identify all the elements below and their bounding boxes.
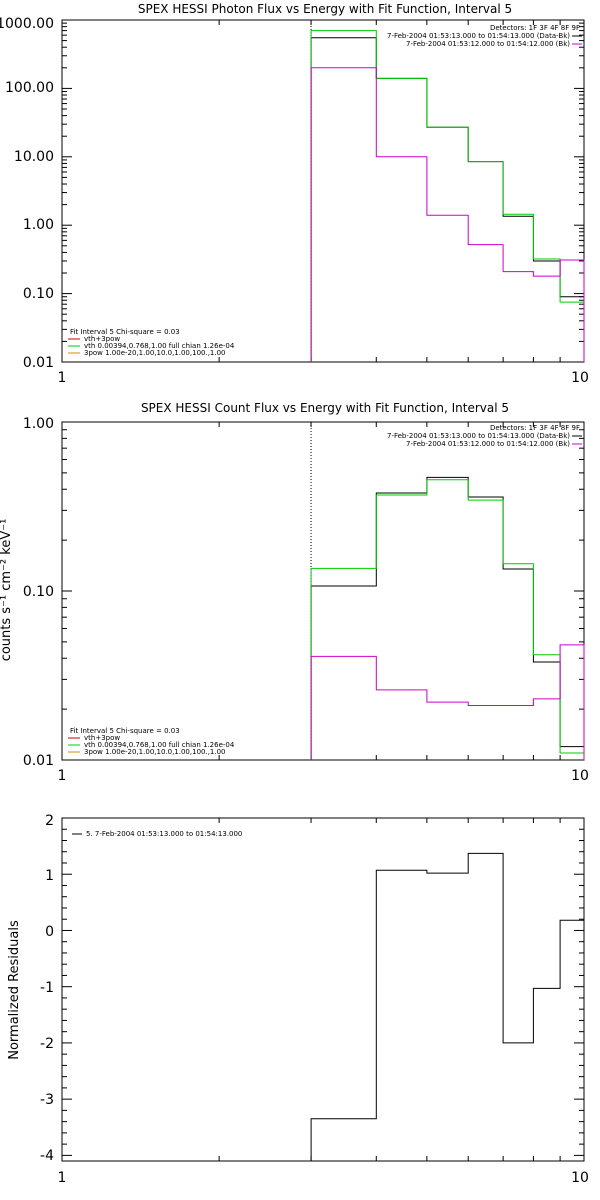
legend-entry-3pow: 3pow 1.00e-20,1.00,10.0,1.00,100.,1.00 bbox=[84, 349, 226, 357]
x-tick-label: 10 bbox=[571, 768, 589, 784]
series-group bbox=[310, 852, 585, 1161]
legend-entry-model: vth+3pow bbox=[84, 335, 120, 343]
y-tick-label: 0 bbox=[45, 924, 54, 940]
legend-fit-interval: Fit Interval 5 Chi-square = 0.03 bbox=[70, 727, 180, 735]
legend-entry-data-bk: 7-Feb-2004 01:53:13.000 to 01:54:13.000 … bbox=[387, 432, 570, 440]
y-tick-label: -1 bbox=[40, 980, 54, 996]
y-tick-label: 0.10 bbox=[23, 286, 54, 302]
legend-entry-residuals: 5. 7-Feb-2004 01:53:13.000 to 01:54:13.0… bbox=[86, 830, 242, 838]
legend-entry-bk: 7-Feb-2004 01:53:12.000 to 01:54:12.000 … bbox=[406, 440, 570, 448]
y-tick-label: -3 bbox=[40, 1092, 54, 1108]
legend-entry-vth: vth 0.00394,0.768,1.00 full chian 1.26e-… bbox=[84, 741, 235, 749]
series-line bbox=[310, 476, 585, 760]
y-tick-label: 100.00 bbox=[5, 80, 54, 96]
y-tick-label: 0.01 bbox=[23, 753, 54, 769]
series-group bbox=[310, 20, 585, 362]
x-tick-label: 1 bbox=[58, 370, 67, 386]
series-line bbox=[310, 37, 585, 362]
legend-entry-3pow: 3pow 1.00e-20,1.00,10.0,1.00,100.,1.00 bbox=[84, 748, 226, 756]
legend-entry-data-bk: 7-Feb-2004 01:53:13.000 to 01:54:13.000 … bbox=[387, 32, 570, 40]
y-tick-label: 0.01 bbox=[23, 355, 54, 371]
y-tick-label: 1 bbox=[45, 868, 54, 884]
panel-count-flux: SPEX HESSI Count Flux vs Energy with Fit… bbox=[0, 401, 589, 784]
series-line bbox=[310, 67, 585, 362]
axis-ticks bbox=[61, 818, 585, 1161]
y-tick-label: -2 bbox=[40, 1036, 54, 1052]
detectors-label: Detectors: 1F 3F 4F 8F 9F bbox=[490, 424, 580, 432]
legend-fit-interval: Fit Interval 5 Chi-square = 0.03 bbox=[70, 328, 180, 336]
y-tick-label: 10.00 bbox=[14, 149, 54, 165]
plot-frame bbox=[61, 19, 585, 363]
x-tick-label: 1 bbox=[58, 1170, 67, 1186]
detectors-label: Detectors: 1F 3F 4F 8F 9F bbox=[490, 24, 580, 32]
axis-ticks bbox=[61, 421, 585, 761]
series-line bbox=[310, 479, 585, 760]
legend-entry-vth: vth 0.00394,0.768,1.00 full chian 1.26e-… bbox=[84, 342, 235, 350]
y-tick-label: 1.00 bbox=[23, 217, 54, 233]
series-line bbox=[310, 644, 585, 760]
series-line bbox=[310, 852, 585, 1161]
panel-residuals: 2 1 0 -1 -2 -3 -4 1 10 Normalized Residu… bbox=[7, 813, 589, 1186]
y-tick-label: 2 bbox=[45, 813, 54, 829]
plot-frame bbox=[61, 421, 585, 761]
series-line bbox=[310, 30, 585, 362]
y-tick-label: -4 bbox=[40, 1148, 54, 1164]
y-tick-label: 1.00 bbox=[23, 416, 54, 432]
x-tick-label: 10 bbox=[571, 370, 589, 386]
axis-ticks bbox=[61, 19, 585, 363]
y-axis-label: Normalized Residuals bbox=[7, 920, 22, 1060]
chart-title: SPEX HESSI Photon Flux vs Energy with Fi… bbox=[138, 2, 512, 16]
y-tick-label: 1000.00 bbox=[0, 16, 54, 32]
y-axis-label: counts s⁻¹ cm⁻² keV⁻¹ bbox=[0, 519, 14, 662]
plot-frame bbox=[61, 817, 585, 1162]
series-group bbox=[310, 422, 585, 760]
x-tick-label: 10 bbox=[571, 1170, 589, 1186]
chart-title: SPEX HESSI Count Flux vs Energy with Fit… bbox=[141, 401, 509, 415]
panel-photon-flux: SPEX HESSI Photon Flux vs Energy with Fi… bbox=[0, 2, 589, 386]
y-tick-label: 0.10 bbox=[23, 584, 54, 600]
x-tick-label: 1 bbox=[58, 768, 67, 784]
legend-entry-bk: 7-Feb-2004 01:53:12.000 to 01:54:12.000 … bbox=[406, 40, 570, 48]
legend-entry-model: vth+3pow bbox=[84, 734, 120, 742]
